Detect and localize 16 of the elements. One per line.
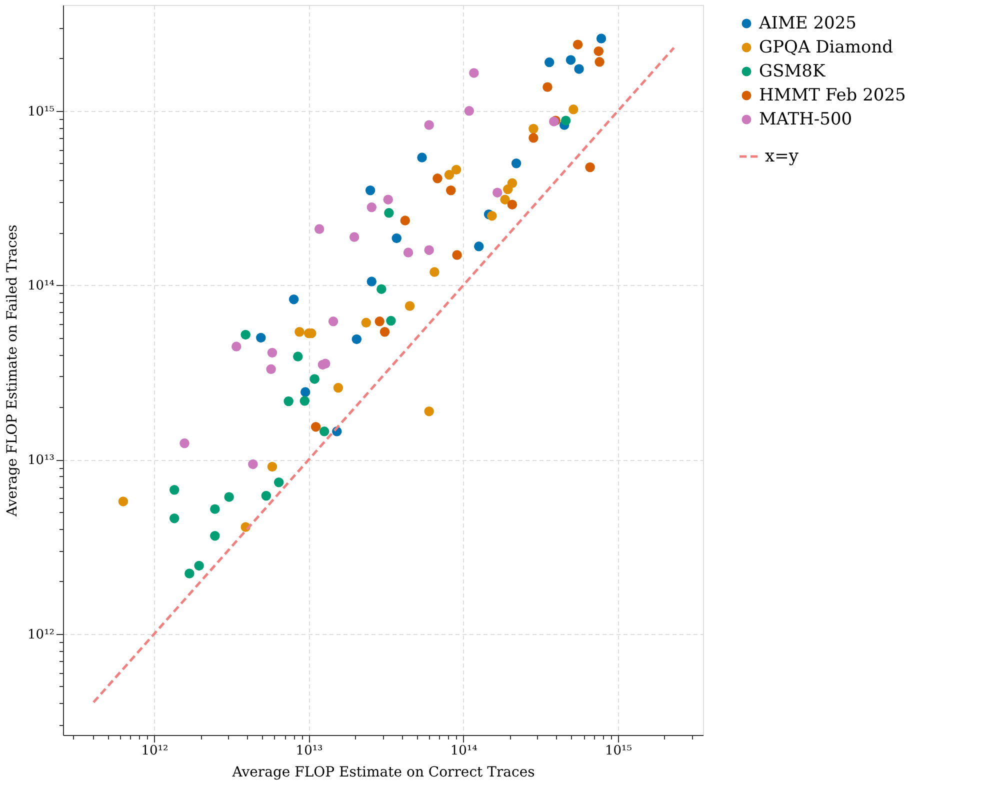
- legend-label: MATH-500: [759, 110, 852, 130]
- x-tick-label: 10¹³: [296, 744, 323, 758]
- y-tick-label: 10¹⁵: [28, 104, 54, 120]
- legend-label: HMMT Feb 2025: [759, 86, 906, 106]
- legend-label: AIME 2025: [758, 14, 856, 34]
- y-tick-label: 10¹²: [28, 627, 54, 642]
- x-tick-label: 10¹⁵: [604, 744, 632, 758]
- y-axis-title: Average FLOP Estimate on Failed Traces: [4, 224, 21, 518]
- x-tick-label: 10¹²: [141, 744, 168, 758]
- legend-label: GSM8K: [759, 62, 826, 82]
- legend-label: GPQA Diamond: [759, 38, 894, 58]
- x-tick-label: 10¹⁴: [450, 744, 478, 758]
- legend-label: x=y: [765, 146, 799, 166]
- x-axis-title: Average FLOP Estimate on Correct Traces: [231, 764, 535, 780]
- y-tick-label: 10¹³: [28, 453, 54, 468]
- y-tick-label: 10¹⁴: [28, 278, 54, 294]
